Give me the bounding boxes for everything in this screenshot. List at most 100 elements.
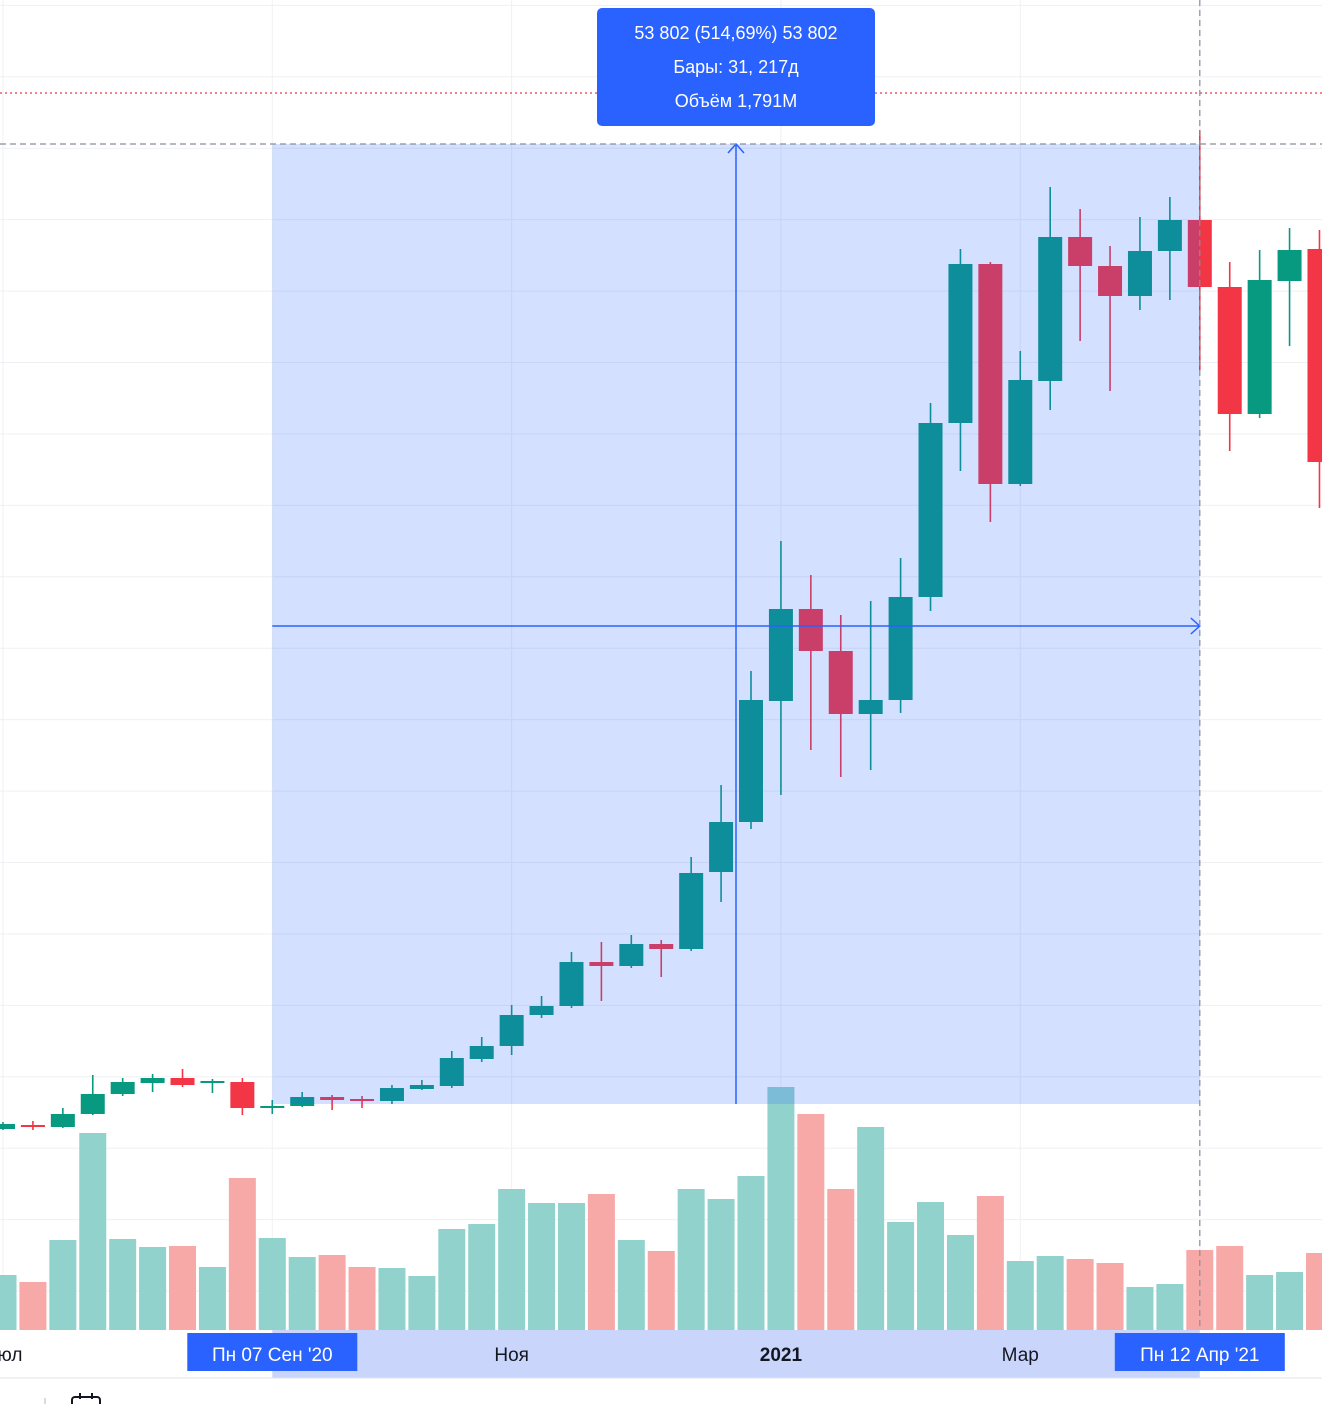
volume-bar [498,1189,526,1330]
volume-bar [378,1268,406,1330]
candle-body [529,1006,554,1015]
volume-bar [976,1196,1004,1330]
volume-bar [767,1087,795,1330]
volume-bar [1156,1284,1184,1330]
volume-bar [408,1276,436,1330]
volume-bar [587,1194,615,1330]
x-tick-label: Пн 12 Апр '21 [1140,1345,1259,1366]
candle-body [140,1078,165,1083]
volume-bar [258,1238,286,1330]
volume-bar [169,1246,197,1330]
volume-bar [228,1178,256,1330]
volume-bar [438,1229,466,1330]
candle-body [888,597,913,700]
volume-bar [79,1133,107,1330]
candle-body [559,962,584,1006]
candle-body [469,1046,494,1059]
volume-bar [707,1199,735,1330]
volume-bar [1216,1246,1244,1330]
candle-body [230,1082,255,1108]
volume-bar [1126,1287,1154,1330]
volume-bar [288,1257,316,1330]
candle-body [110,1082,135,1094]
volume-bar [946,1235,974,1330]
volume-bar [139,1247,167,1330]
volume-bar [348,1267,376,1330]
volume-bar [1276,1272,1304,1330]
volume-bar [1066,1259,1094,1330]
measure-tooltip [597,8,875,126]
volume-bar [49,1240,77,1330]
x-tick-label: Мар [1002,1345,1039,1366]
volume-bar [109,1239,137,1330]
candle-body [1127,251,1152,296]
x-tick-label: юл [0,1345,22,1366]
volume-bar [468,1224,496,1330]
x-tick-label: 2021 [760,1345,803,1366]
candle-body [1247,280,1272,414]
volume-bar [318,1255,346,1330]
candle-body [1068,237,1093,266]
candle-body [409,1085,434,1089]
candle-body [798,609,823,651]
candle-body [0,1124,15,1129]
candle-body [1157,220,1182,251]
candle-body [709,822,734,872]
candle-body [260,1106,285,1108]
candle-body [350,1099,375,1101]
candle-body [978,264,1003,484]
candle-body [918,423,943,597]
candle-body [739,700,763,822]
volume-bar [617,1240,645,1330]
x-axis-badge [1114,1333,1285,1371]
volume-bar [557,1203,585,1330]
candle-body [619,944,644,966]
volume-bar [0,1275,17,1330]
measure-tooltip-text: Бары: 31, 217д [673,57,799,77]
x-axis-range [272,1330,1200,1378]
volume-bar [887,1222,915,1330]
candle-body [20,1125,45,1127]
candle-body [499,1015,524,1046]
candle-body [679,873,704,949]
x-tick-label: Пн 07 Сен '20 [212,1345,333,1366]
volume-bar [1036,1256,1064,1330]
candle-body [1307,249,1322,462]
calendar-icon [71,1396,101,1404]
candle-body [649,944,674,949]
volume-bar [1096,1263,1124,1330]
candle-body [768,609,793,701]
candle-body [439,1058,464,1086]
volume-bar [677,1189,705,1330]
candle-body [379,1088,404,1101]
x-tick-label: Ноя [494,1345,529,1366]
volume-bar [827,1189,855,1330]
volume-bar [1246,1275,1274,1330]
candle-body [1098,266,1123,296]
candle-body [858,700,883,714]
measure-tooltip-text: 53 802 (514,69%) 53 802 [634,23,837,43]
candle-body [828,651,853,714]
candle-body [589,962,614,966]
volume-bar [647,1251,675,1330]
x-axis-badge [187,1333,358,1371]
candle-body [50,1114,75,1127]
measure-v-arrow [727,142,745,154]
volume-bar [737,1176,765,1330]
volume-bar [528,1203,556,1330]
volume-bar [1305,1253,1322,1330]
volume-bar [797,1114,825,1330]
candle-body [1217,287,1242,414]
volume-bar [1006,1261,1034,1330]
candle-body [948,264,973,423]
candle-body [80,1094,105,1114]
candle-body [290,1097,315,1106]
volume-bar [19,1282,47,1330]
candle-body [1038,237,1063,381]
candle-body [1008,380,1033,484]
volume-bar [857,1127,885,1330]
measure-tooltip-text: Объём 1,791M [675,91,797,111]
candle-body [1277,250,1302,281]
volume-bar [198,1267,226,1330]
